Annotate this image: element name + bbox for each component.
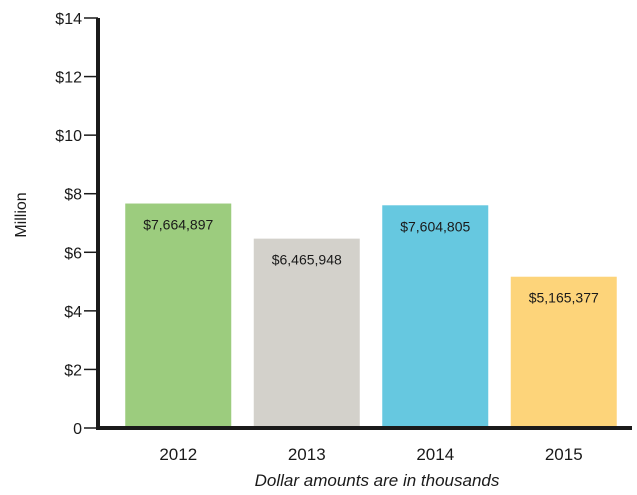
bar-value-label: $7,604,805 xyxy=(400,218,470,234)
bar-value-label: $7,664,897 xyxy=(143,217,213,233)
x-axis-note: Dollar amounts are in thousands xyxy=(255,471,500,490)
bar xyxy=(125,203,232,428)
x-axis-categories: 2012 2013 2014 2015 xyxy=(159,445,582,464)
bar xyxy=(253,238,360,428)
bars xyxy=(125,203,617,428)
data-labels: $7,664,897 $6,465,948 $7,604,805 $5,165,377 xyxy=(143,217,599,306)
y-axis-label: Million xyxy=(13,192,30,237)
bar xyxy=(382,205,489,428)
y-tick-label: $10 xyxy=(55,128,82,145)
y-axis-ticks: 0 $2 $4 $6 $8 $10 $12 $14 xyxy=(55,11,98,438)
y-tick-label: $2 xyxy=(64,362,82,379)
y-tick-label: $14 xyxy=(55,11,82,28)
x-category-label: 2013 xyxy=(288,445,326,464)
y-tick-label: $4 xyxy=(64,304,82,321)
bar-value-label: $5,165,377 xyxy=(529,290,599,306)
x-category-label: 2012 xyxy=(159,445,197,464)
y-tick-label: $6 xyxy=(64,245,82,262)
y-tick-label: $12 xyxy=(55,70,82,87)
y-tick-label: $8 xyxy=(64,187,82,204)
bar-value-label: $6,465,948 xyxy=(272,252,342,268)
x-category-label: 2014 xyxy=(416,445,454,464)
x-category-label: 2015 xyxy=(545,445,583,464)
y-tick-label: 0 xyxy=(73,421,82,438)
bar xyxy=(510,276,617,428)
